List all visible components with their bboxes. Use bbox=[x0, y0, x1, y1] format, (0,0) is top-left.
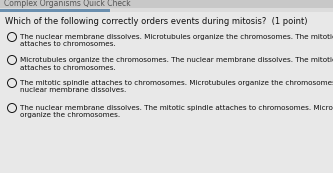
Text: Which of the following correctly orders events during mitosis?  (1 point): Which of the following correctly orders … bbox=[5, 17, 307, 26]
Text: The mitotic spindle attaches to chromosomes. Microtubules organize the chromosom: The mitotic spindle attaches to chromoso… bbox=[20, 80, 333, 93]
Text: The nuclear membrane dissolves. Microtubules organize the chromosomes. The mitot: The nuclear membrane dissolves. Microtub… bbox=[20, 34, 333, 48]
Text: Complex Organisms Quick Check: Complex Organisms Quick Check bbox=[4, 0, 131, 8]
Text: Microtubules organize the chromosomes. The nuclear membrane dissolves. The mitot: Microtubules organize the chromosomes. T… bbox=[20, 57, 333, 71]
FancyBboxPatch shape bbox=[0, 12, 333, 173]
FancyBboxPatch shape bbox=[0, 9, 110, 12]
Text: The nuclear membrane dissolves. The mitotic spindle attaches to chromosomes. Mic: The nuclear membrane dissolves. The mito… bbox=[20, 105, 333, 119]
FancyBboxPatch shape bbox=[0, 0, 333, 8]
